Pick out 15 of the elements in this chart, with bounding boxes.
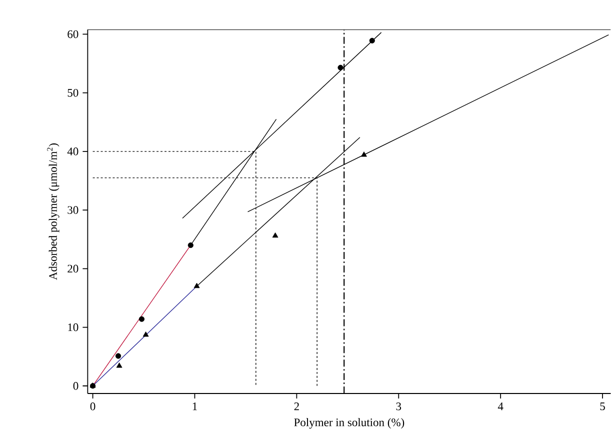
y-tick-label: 0 [73,382,78,390]
x-tick-label: 1 [192,402,197,410]
y-tick-label: 20 [68,264,78,273]
y-tick-label: 50 [68,88,78,97]
y-tick-label: 10 [68,323,78,332]
x-tick-label: 4 [498,402,504,410]
x-tick-label: 2 [294,402,299,410]
y-tick-label: 30 [68,206,78,214]
y-axis-title: Adsorbed polymer (μmol/m$^{2}$) [47,143,60,280]
y-tick-label: 60 [68,30,78,38]
y-tick-label: 40 [67,148,78,156]
x-tick-label: 0 [90,402,96,410]
x-axis-title: Polymer in solution (%) [294,418,404,429]
x-tick-label: 3 [396,402,402,410]
x-tick-label: 5 [600,402,605,410]
